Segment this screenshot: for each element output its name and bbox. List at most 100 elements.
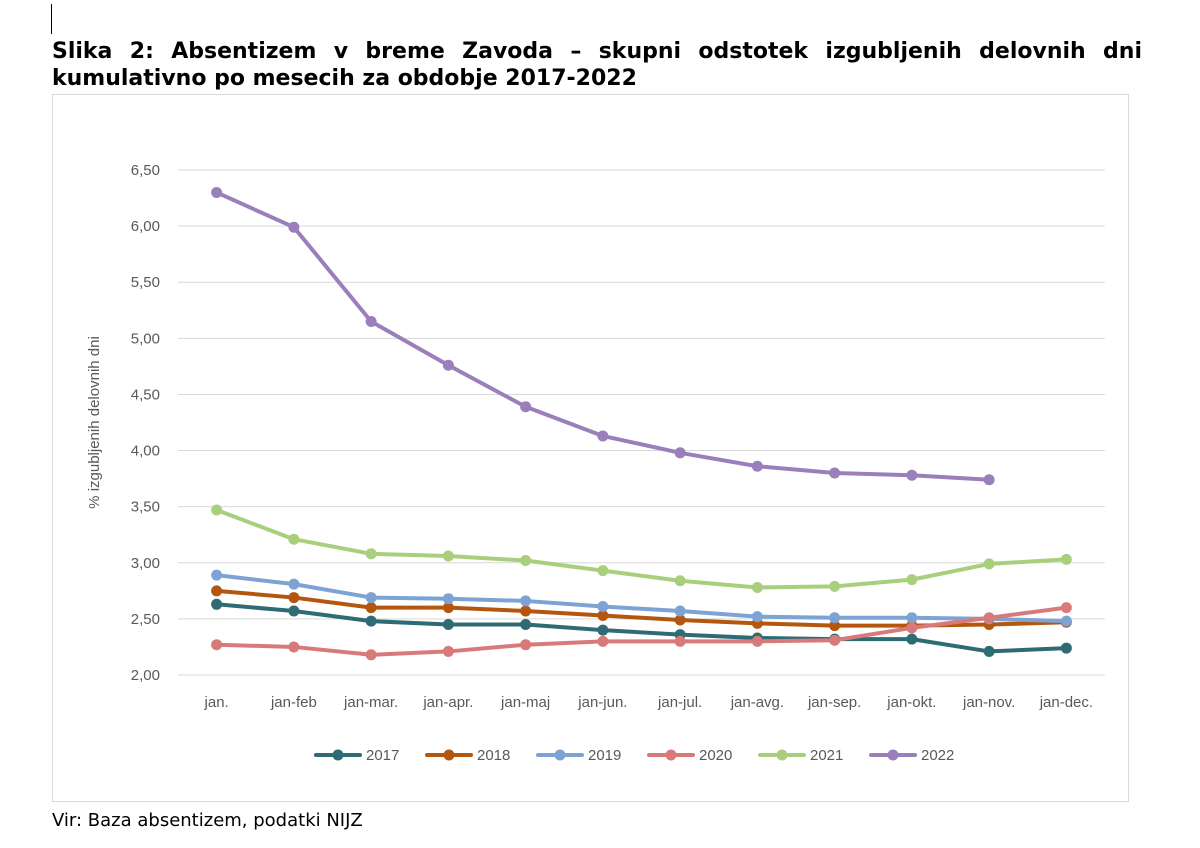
- data-point-2021: [674, 575, 686, 587]
- y-tick-label: 3,00: [131, 555, 160, 572]
- x-tick-label: jan-maj: [500, 694, 550, 711]
- legend-marker-2021: [776, 749, 788, 761]
- y-tick-label: 6,00: [131, 218, 160, 235]
- data-point-2018: [520, 605, 532, 617]
- data-point-2017: [365, 615, 377, 627]
- data-point-2021: [365, 548, 377, 560]
- data-point-2022: [674, 447, 686, 459]
- x-tick-label: jan.: [204, 694, 229, 711]
- series-line-2020: [214, 605, 1069, 657]
- x-tick-label: jan-dec.: [1039, 694, 1093, 711]
- y-tick-label: 2,50: [131, 611, 160, 628]
- series-line-2019: [214, 573, 1069, 624]
- text-cursor-mark: [51, 4, 52, 34]
- data-point-2018: [829, 620, 841, 632]
- legend-label-2022: 2022: [921, 747, 954, 764]
- data-point-2022: [983, 474, 995, 486]
- data-point-2020: [365, 649, 377, 661]
- x-tick-label: jan-avg.: [730, 694, 784, 711]
- data-point-2020: [211, 639, 223, 651]
- data-point-2019: [211, 569, 223, 581]
- data-point-2018: [211, 585, 223, 597]
- data-point-2017: [597, 624, 609, 636]
- data-point-2020: [983, 612, 995, 624]
- source-note: Vir: Baza absentizem, podatki NIJZ: [52, 810, 363, 831]
- legend-marker-2022: [887, 749, 899, 761]
- data-point-2021: [906, 574, 918, 586]
- data-point-2019: [365, 592, 377, 604]
- data-point-2021: [288, 533, 300, 545]
- data-point-2022: [211, 186, 223, 198]
- data-point-2021: [597, 565, 609, 577]
- legend-label-2020: 2020: [699, 747, 732, 764]
- data-point-2019: [520, 595, 532, 607]
- data-point-2022: [751, 460, 763, 472]
- data-point-2017: [520, 619, 532, 630]
- data-point-2022: [829, 467, 841, 479]
- legend-marker-2018: [443, 749, 455, 761]
- legend-marker-2019: [554, 749, 566, 761]
- data-point-2021: [983, 558, 995, 570]
- data-point-2022: [906, 469, 918, 481]
- data-point-2020: [520, 639, 532, 651]
- x-tick-label: jan-feb: [270, 694, 317, 711]
- y-tick-label: 2,00: [131, 667, 160, 684]
- data-point-2020: [288, 641, 300, 653]
- data-point-2021: [829, 580, 841, 592]
- data-point-2017: [906, 633, 918, 645]
- data-point-2019: [751, 611, 763, 623]
- data-point-2021: [751, 581, 763, 593]
- data-point-2020: [674, 635, 686, 647]
- data-point-2020: [442, 645, 454, 657]
- data-point-2022: [365, 316, 377, 327]
- data-point-2017: [442, 619, 454, 630]
- x-tick-label: jan-okt.: [886, 694, 936, 711]
- data-point-2019: [442, 593, 454, 605]
- data-point-2022: [442, 359, 454, 371]
- x-tick-label: jan-mar.: [343, 694, 398, 711]
- legend-label-2018: 2018: [477, 747, 510, 764]
- legend-label-2021: 2021: [810, 747, 843, 764]
- data-point-2020: [829, 634, 841, 646]
- data-point-2017: [288, 605, 300, 617]
- data-point-2022: [520, 401, 532, 413]
- data-point-2022: [288, 221, 300, 233]
- y-tick-label: 5,00: [131, 330, 160, 347]
- data-point-2019: [288, 578, 300, 590]
- data-point-2018: [365, 602, 377, 614]
- data-point-2020: [751, 635, 763, 647]
- data-point-2017: [211, 598, 223, 610]
- data-point-2021: [442, 550, 454, 562]
- x-tick-label: jan-jun.: [577, 694, 627, 711]
- x-tick-label: jan-jul.: [657, 694, 702, 711]
- legend-marker-2017: [332, 749, 344, 761]
- data-point-2021: [211, 504, 223, 516]
- data-point-2021: [1060, 553, 1072, 565]
- y-tick-label: 4,00: [131, 443, 160, 460]
- data-point-2018: [288, 592, 300, 604]
- data-point-2019: [597, 601, 609, 613]
- y-tick-label: 5,50: [131, 274, 160, 291]
- x-tick-label: jan-sep.: [807, 694, 861, 711]
- data-point-2019: [829, 612, 841, 624]
- data-point-2019: [674, 605, 686, 617]
- data-point-2018: [597, 610, 609, 622]
- legend-label-2017: 2017: [366, 747, 399, 764]
- data-point-2020: [1060, 602, 1072, 614]
- data-point-2019: [906, 612, 918, 624]
- data-point-2017: [1060, 642, 1072, 654]
- chart-frame: [52, 94, 1129, 802]
- data-point-2020: [906, 622, 918, 634]
- legend-marker-2020: [665, 749, 677, 761]
- y-tick-label: 4,50: [131, 386, 160, 403]
- y-tick-label: 3,50: [131, 499, 160, 516]
- data-point-2017: [983, 645, 995, 657]
- data-point-2019: [1060, 615, 1072, 627]
- x-tick-label: jan-apr.: [422, 694, 473, 711]
- data-point-2018: [674, 614, 686, 626]
- series-line-2021: [214, 508, 1069, 590]
- y-tick-label: 6,50: [131, 162, 160, 179]
- legend-label-2019: 2019: [588, 747, 621, 764]
- data-point-2018: [442, 602, 454, 614]
